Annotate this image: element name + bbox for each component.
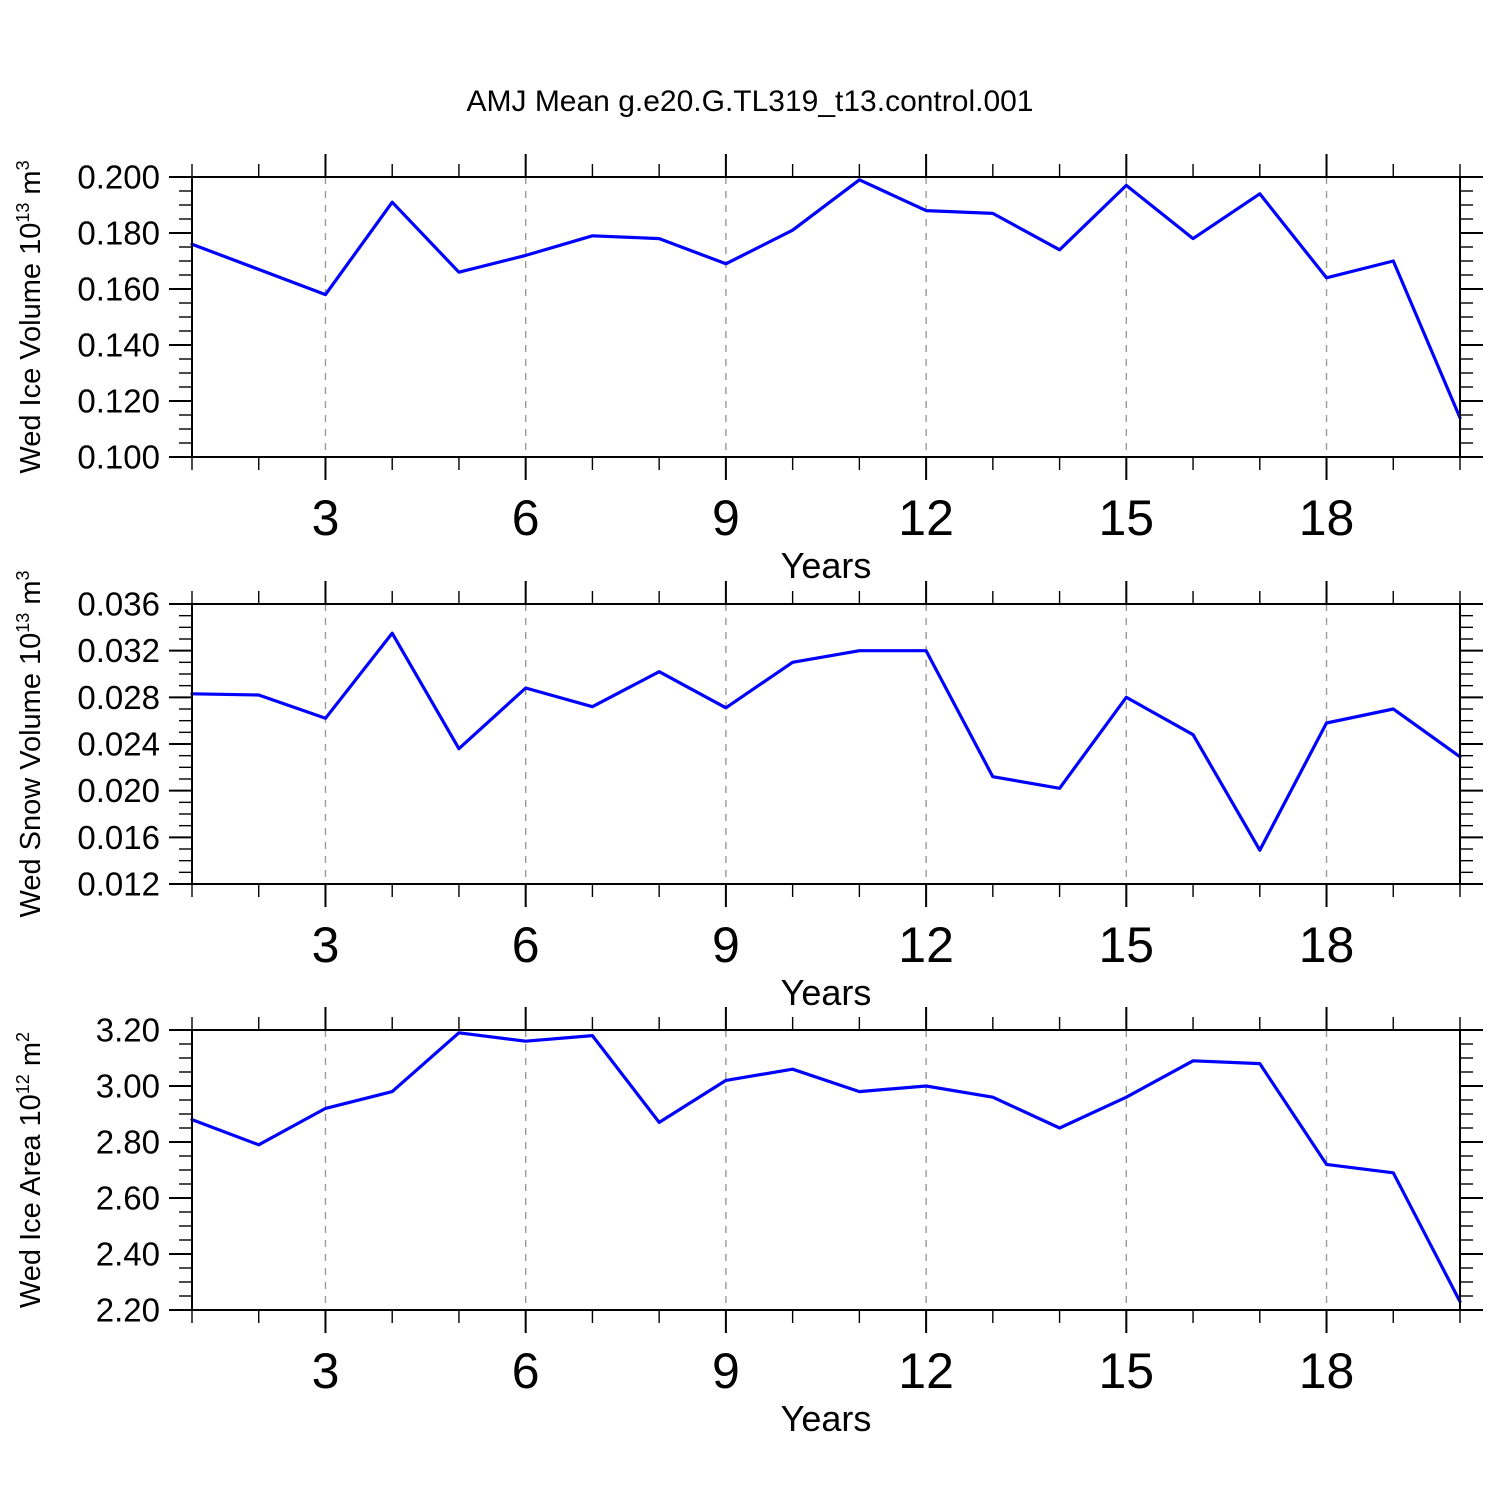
x-tick-label-15: 15	[1099, 490, 1155, 546]
x-tick-label-9: 9	[712, 1343, 740, 1399]
y-tick-label-0.032: 0.032	[77, 632, 160, 669]
y-tick-label-0.028: 0.028	[77, 679, 160, 716]
x-tick-label-6: 6	[512, 490, 540, 546]
y-tick-label-3.20: 3.20	[96, 1012, 160, 1049]
chart-title: AMJ Mean g.e20.G.TL319_t13.control.001	[466, 85, 1034, 118]
x-tick-label-12: 12	[898, 490, 954, 546]
y-tick-label-0.012: 0.012	[77, 866, 160, 903]
x-tick-label-15: 15	[1099, 917, 1155, 973]
y-tick-label-0.020: 0.020	[77, 772, 160, 809]
y-axis-title-superscript: 2	[13, 1032, 33, 1042]
x-tick-label-3: 3	[312, 1343, 340, 1399]
y-axis-title-text: Wed Ice Area 10	[15, 1094, 47, 1308]
series-line	[190, 1031, 1462, 1304]
panel-ice-volume: 0.100 0.120 0.140 0.160 0.180 0.200 3 6 9 12 15 18 Y…	[13, 154, 1483, 586]
y-tick-label-0.200: 0.200	[77, 159, 160, 196]
x-axis-title: Years	[781, 972, 872, 1013]
y-tick-label-2.40: 2.40	[96, 1236, 160, 1273]
x-axis-title: Years	[781, 545, 872, 586]
y-tick-label-3.00: 3.00	[96, 1068, 160, 1105]
y-tick-label-0.100: 0.100	[77, 439, 160, 476]
y-tick-label-0.024: 0.024	[77, 726, 160, 763]
y-axis-title-superscript: 3	[13, 160, 33, 170]
y-axis-title: Wed Ice Volume 1013 m3	[13, 160, 47, 473]
y-axis-title-text: m	[15, 580, 47, 612]
y-axis-title-text: m	[15, 170, 47, 202]
y-tick-label-2.80: 2.80	[96, 1124, 160, 1161]
plot-frame	[191, 176, 1461, 458]
plot-frame	[191, 1029, 1461, 1311]
x-tick-label-9: 9	[712, 917, 740, 973]
y-tick-label-0.120: 0.120	[77, 383, 160, 420]
y-axis-title-text: Wed Ice Volume 10	[15, 223, 47, 474]
y-tick-label-0.160: 0.160	[77, 271, 160, 308]
x-tick-label-12: 12	[898, 917, 954, 973]
x-tick-label-18: 18	[1299, 490, 1355, 546]
y-tick-label-0.180: 0.180	[77, 215, 160, 252]
y-tick-label-0.140: 0.140	[77, 327, 160, 364]
x-axis-title: Years	[781, 1398, 872, 1439]
series-line	[190, 178, 1462, 420]
x-tick-label-18: 18	[1299, 1343, 1355, 1399]
y-tick-label-0.036: 0.036	[77, 586, 160, 623]
y-axis-title-text: Wed Snow Volume 10	[15, 633, 47, 918]
x-tick-label-12: 12	[898, 1343, 954, 1399]
x-tick-label-9: 9	[712, 490, 740, 546]
y-axis-title-text: m	[15, 1042, 47, 1074]
x-tick-label-3: 3	[312, 490, 340, 546]
x-tick-label-3: 3	[312, 917, 340, 973]
x-tick-label-6: 6	[512, 1343, 540, 1399]
panel-ice-area: 2.20 2.40 2.60 2.80 3.00 3.20 3 6 9 12 15 18 Years We…	[13, 1007, 1483, 1439]
y-axis-title: Wed Ice Area 1012 m2	[13, 1032, 47, 1308]
x-tick-label-15: 15	[1099, 1343, 1155, 1399]
y-axis-title-superscript: 3	[13, 570, 33, 580]
x-tick-label-6: 6	[512, 917, 540, 973]
y-tick-label-0.016: 0.016	[77, 819, 160, 856]
y-axis-title: Wed Snow Volume 1013 m3	[13, 570, 47, 917]
panel-snow-volume: 0.012 0.016 0.020 0.024 0.028 0.032 0.036 3 6 9 12…	[13, 570, 1483, 1013]
series-line	[190, 631, 1462, 852]
y-axis-title-superscript: 13	[13, 613, 33, 633]
y-axis-title-superscript: 13	[13, 203, 33, 223]
x-tick-label-18: 18	[1299, 917, 1355, 973]
y-axis-title-superscript: 12	[13, 1074, 33, 1094]
y-tick-label-2.20: 2.20	[96, 1292, 160, 1329]
y-tick-label-2.60: 2.60	[96, 1180, 160, 1217]
